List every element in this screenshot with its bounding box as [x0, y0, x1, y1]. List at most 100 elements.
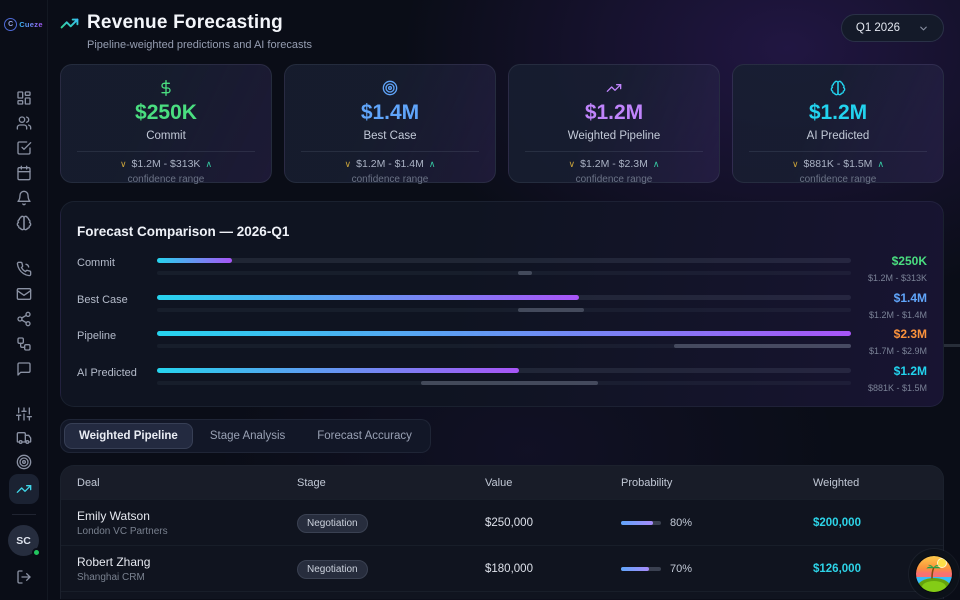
forecast-bar-track: [157, 258, 851, 263]
divider: [749, 151, 927, 152]
forecast-value: $250K: [891, 254, 927, 268]
stat-card: $1.2M AI Predicted ∨ $881K - $1.5M ∧ confi…: [732, 64, 944, 185]
column-header-stage: Stage: [297, 476, 326, 489]
weighted-value: $200,000: [813, 516, 861, 529]
chevron-up-icon: ∧: [428, 159, 436, 169]
island-fab-button[interactable]: [909, 549, 959, 599]
forecast-row: AI Predicted $1.2M $881K - $1.5M: [77, 363, 927, 403]
confidence-range-values: $1.2M - $313K: [131, 158, 201, 170]
sliders-icon[interactable]: [15, 406, 32, 422]
stat-value: $1.4M: [360, 101, 420, 124]
stat-value: $1.2M: [584, 101, 644, 124]
brain-icon: [733, 80, 943, 96]
chevron-up-icon: ∧: [877, 159, 885, 169]
truck-icon[interactable]: [16, 430, 32, 446]
probability-fill: [621, 566, 649, 571]
app-logo: C Cueze: [4, 14, 43, 34]
tab-stage-analysis[interactable]: Stage Analysis: [209, 430, 286, 442]
forecast-value: $1.2M: [893, 363, 927, 378]
page-title: Revenue Forecasting: [87, 12, 283, 33]
divider: [301, 151, 479, 152]
chevron-up-icon: ∧: [652, 159, 660, 169]
stat-label: Best Case: [363, 130, 417, 142]
forecast-comparison-card: Forecast Comparison — 2026-Q1 Commit $25…: [60, 201, 944, 407]
probability-label: 80%: [670, 516, 693, 529]
forecast-range-label: $1.7M - $2.9M: [868, 346, 927, 356]
chevron-down-icon: ∨: [344, 159, 352, 169]
trending-up-icon: [16, 485, 31, 493]
phone-icon[interactable]: [16, 261, 32, 277]
divider: [77, 151, 255, 152]
stage-badge: Negotiation: [297, 559, 368, 579]
chevron-down-icon: ∨: [119, 159, 127, 169]
target-icon: [285, 80, 495, 96]
tab-forecast-accuracy[interactable]: Forecast Accuracy: [317, 430, 412, 442]
deal-value: $250,000: [485, 516, 533, 529]
deal-name: Emily Watson: [77, 508, 150, 523]
column-header-weighted: Weighted: [813, 476, 860, 489]
confidence-range-note: confidence range: [351, 174, 429, 185]
page-header: Revenue Forecasting Pipeline-weighted pr…: [60, 12, 944, 51]
logo-text: Cueze: [19, 19, 43, 29]
workflow-icon[interactable]: [16, 336, 32, 352]
period-dropdown-value: Q1 2026: [855, 22, 900, 34]
pipeline-band-overflow: [944, 344, 960, 347]
probability-bar: [621, 520, 661, 525]
mail-icon[interactable]: [16, 286, 32, 302]
probability-fill: [621, 520, 653, 525]
forecast-row: Pipeline $2.3M $1.7M - $2.9M: [77, 328, 927, 366]
confidence-range-values: $1.2M - $1.4M: [356, 158, 424, 170]
chat-icon[interactable]: [16, 361, 32, 377]
confidence-range-note: confidence range: [799, 174, 877, 185]
chevron-up-icon: ∧: [205, 159, 213, 169]
goals-target-icon[interactable]: [16, 454, 32, 470]
sidebar-item-forecasts[interactable]: [8, 474, 39, 504]
users-icon[interactable]: [16, 115, 32, 131]
column-header-deal: Deal: [77, 476, 100, 489]
dashboard-icon[interactable]: [16, 90, 32, 106]
stat-label: Weighted Pipeline: [567, 130, 661, 142]
stat-card: $1.4M Best Case ∨ $1.2M - $1.4M ∧ confiden…: [284, 64, 496, 185]
forecast-row: Best Case $1.4M $1.2M - $1.4M: [77, 292, 927, 330]
bell-icon[interactable]: [16, 190, 32, 206]
confidence-range-note: confidence range: [575, 174, 653, 185]
confidence-band-track: [157, 307, 851, 312]
chart-title: Forecast Comparison — 2026-Q1: [77, 224, 290, 239]
island-illustration-icon: [915, 555, 953, 593]
sidebar: C Cueze SC: [0, 0, 48, 600]
probability-label: 70%: [670, 562, 693, 575]
period-dropdown[interactable]: Q1 2026: [840, 14, 944, 42]
chevron-down-icon: ∨: [568, 159, 576, 169]
table-header: Deal Stage Value Probability Weighted: [61, 466, 943, 499]
deal-company: Shanghai CRM: [77, 571, 145, 583]
brain-icon[interactable]: [16, 215, 32, 231]
probability-bar: [621, 566, 661, 571]
deals-table: Deal Stage Value Probability Weighted Em…: [60, 465, 944, 599]
calendar-icon[interactable]: [16, 165, 32, 181]
online-status-dot: [32, 548, 41, 557]
forecast-range-label: $881K - $1.5M: [867, 382, 927, 393]
confidence-band-track: [157, 344, 851, 348]
stat-label: AI Predicted: [806, 130, 870, 142]
forecast-range-label: $1.2M - $313K: [867, 273, 927, 283]
tab-weighted-pipeline[interactable]: Weighted Pipeline: [64, 423, 193, 449]
table-row[interactable]: Robert Zhang Shanghai CRM Negotiation $1…: [61, 545, 943, 591]
sidebar-divider: [11, 514, 36, 515]
forecast-category-label: Pipeline: [77, 330, 117, 342]
user-avatar[interactable]: SC: [8, 525, 41, 557]
stage-badge: Negotiation: [297, 513, 368, 533]
stat-value: $250K: [135, 101, 197, 124]
forecast-bar-fill: [157, 258, 233, 263]
forecast-category-label: Commit: [77, 257, 115, 269]
share-icon[interactable]: [16, 311, 32, 327]
dollar-icon: [61, 80, 271, 96]
main-content: Revenue Forecasting Pipeline-weighted pr…: [48, 0, 960, 600]
tasks-icon[interactable]: [16, 140, 32, 156]
confidence-band-track: [157, 380, 851, 385]
confidence-band: [517, 271, 532, 275]
confidence-range-values: $1.2M - $2.3M: [580, 158, 648, 170]
table-row[interactable]: Emily Watson London VC Partners Negotiat…: [61, 499, 943, 545]
column-header-probability: Probability: [621, 476, 673, 489]
logout-icon[interactable]: [16, 569, 32, 585]
logo-icon: C: [4, 17, 18, 31]
